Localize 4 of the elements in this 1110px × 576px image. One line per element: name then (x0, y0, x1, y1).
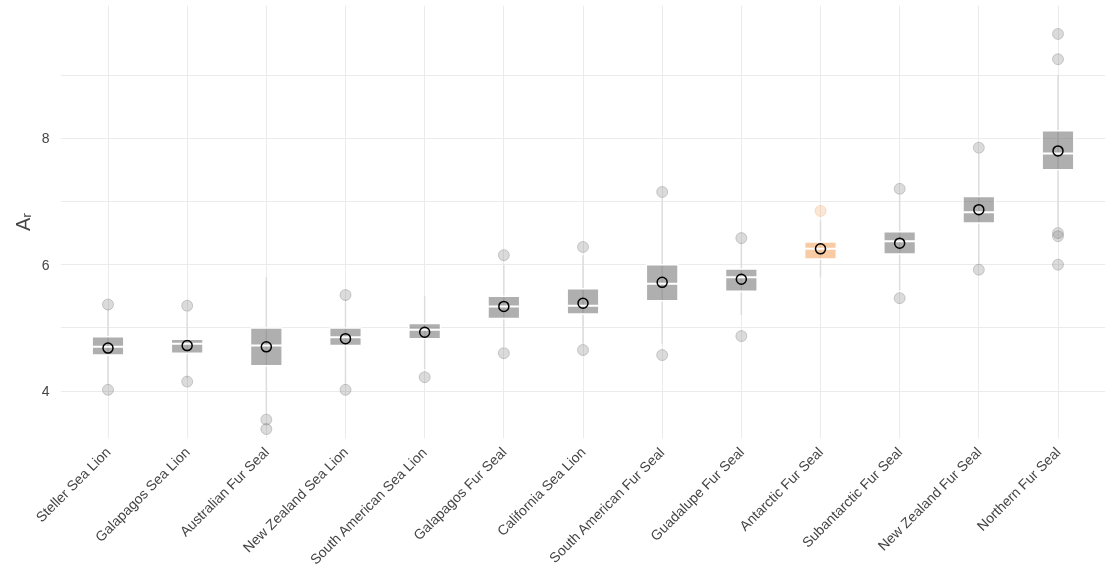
y-axis-title: Aᵣ (11, 212, 34, 232)
y-tick-label: 8 (41, 130, 50, 147)
y-tick-label: 4 (41, 383, 50, 400)
y-tick-label: 6 (41, 256, 50, 273)
